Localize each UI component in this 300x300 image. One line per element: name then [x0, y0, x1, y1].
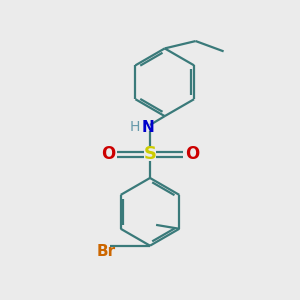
- Text: O: O: [101, 146, 115, 164]
- Text: H: H: [130, 120, 140, 134]
- Text: N: N: [141, 120, 154, 135]
- Text: S: S: [143, 146, 157, 164]
- Text: Br: Br: [96, 244, 116, 259]
- Text: O: O: [185, 146, 199, 164]
